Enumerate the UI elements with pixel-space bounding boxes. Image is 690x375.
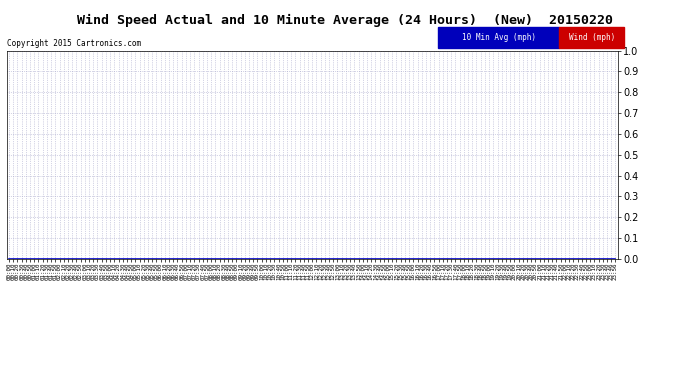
Text: Wind Speed Actual and 10 Minute Average (24 Hours)  (New)  20150220: Wind Speed Actual and 10 Minute Average …	[77, 14, 613, 27]
Text: Copyright 2015 Cartronics.com: Copyright 2015 Cartronics.com	[7, 39, 141, 48]
Text: Wind (mph): Wind (mph)	[569, 33, 615, 42]
Text: 10 Min Avg (mph): 10 Min Avg (mph)	[462, 33, 535, 42]
